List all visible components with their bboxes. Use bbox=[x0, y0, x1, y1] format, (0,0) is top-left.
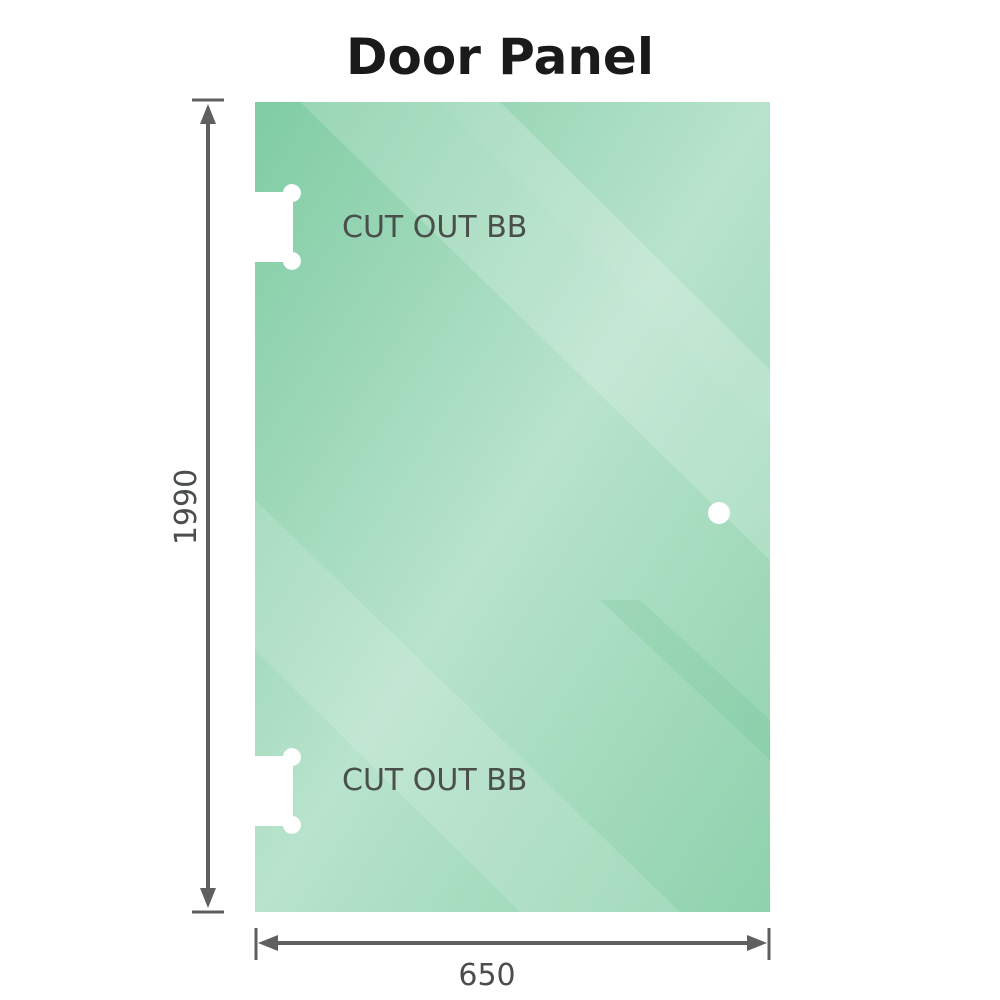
height-label: 1990 bbox=[169, 469, 204, 545]
width-dimension bbox=[254, 928, 771, 960]
cutout-label-top: CUT OUT BB bbox=[342, 210, 527, 245]
cutout-top bbox=[255, 184, 301, 270]
cutout-bottom bbox=[255, 748, 301, 834]
glass-panel bbox=[255, 102, 770, 912]
diagram-title: Door Panel bbox=[346, 28, 654, 86]
width-label: 650 bbox=[458, 958, 515, 993]
cutout-label-bottom: CUT OUT BB bbox=[342, 763, 527, 798]
handle-hole bbox=[708, 502, 730, 524]
height-dimension bbox=[192, 98, 224, 914]
